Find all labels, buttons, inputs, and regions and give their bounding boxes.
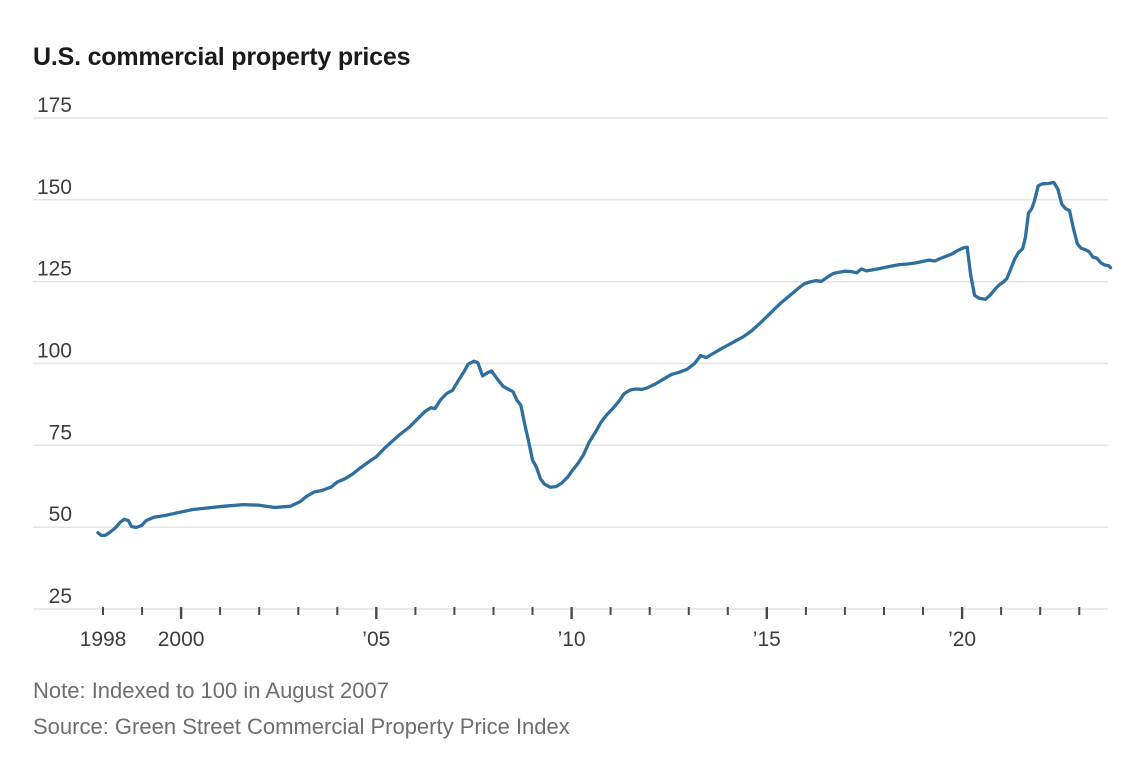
x-tick-label: ’20 (948, 628, 976, 651)
x-tick-label: ’10 (558, 628, 586, 651)
y-tick-label: 100 (37, 340, 72, 363)
commercial-property-price-chart: 175 150 125 100 75 50 25 1998 2000 ’05 ’10 ’15 ’20 (33, 94, 1113, 651)
y-tick-label: 50 (49, 503, 72, 526)
x-tick-label: ’05 (362, 628, 390, 651)
y-tick-label: 175 (37, 94, 72, 117)
chart-note: Note: Indexed to 100 in August 2007 (33, 678, 389, 703)
x-tick-label: ’15 (753, 628, 781, 651)
y-tick-label: 25 (49, 585, 72, 608)
y-tick-label: 150 (37, 176, 72, 199)
y-tick-label: 125 (37, 258, 72, 281)
price-index-line (96, 180, 1113, 538)
y-tick-label: 75 (49, 421, 72, 444)
x-tick-label: 2000 (158, 628, 205, 651)
x-tick-label: 1998 (80, 628, 127, 651)
page-title: U.S. commercial property prices (33, 42, 411, 71)
chart-source: Source: Green Street Commercial Property… (33, 714, 570, 739)
